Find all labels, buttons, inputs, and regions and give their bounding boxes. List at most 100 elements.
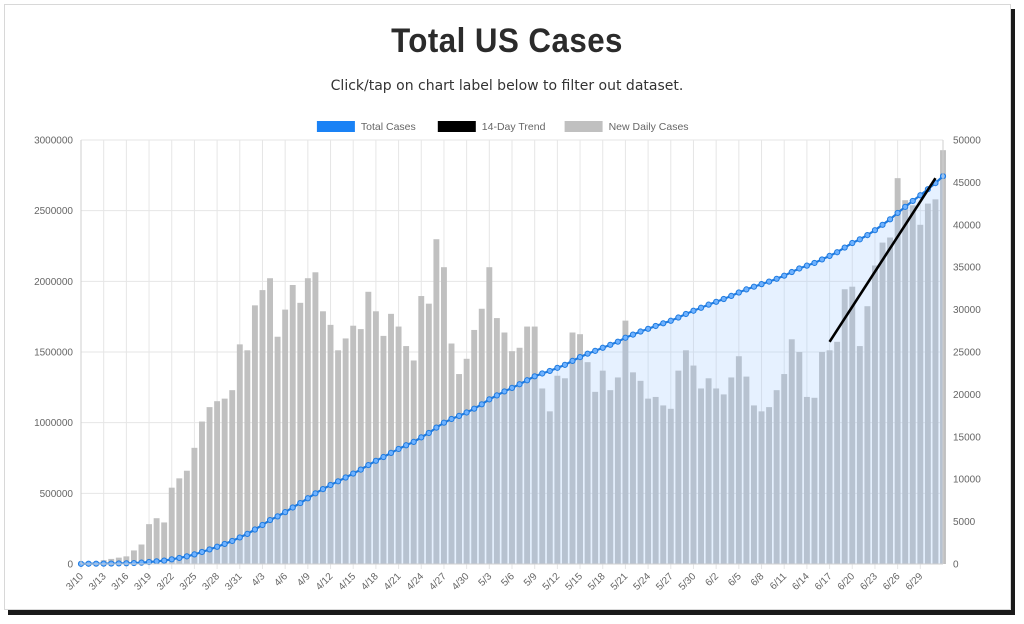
total-cases-point <box>161 557 168 564</box>
daily-cases-bar <box>161 522 168 564</box>
legend-item-daily[interactable]: New Daily Cases <box>564 121 689 133</box>
legend-item-trend[interactable]: 14-Day Trend <box>437 121 546 133</box>
legend-item-total[interactable]: Total Cases <box>316 121 416 133</box>
daily-cases-bar <box>440 267 447 564</box>
x-tick-label: 6/8 <box>749 571 767 589</box>
daily-cases-bar <box>841 289 848 564</box>
total-cases-point <box>115 560 122 567</box>
daily-cases-bar <box>796 352 803 564</box>
total-cases-point <box>834 249 841 256</box>
total-cases-point <box>614 338 621 345</box>
total-cases-point <box>289 504 296 511</box>
daily-cases-bar <box>501 332 508 564</box>
daily-cases-bar <box>932 199 939 565</box>
daily-cases-bar <box>312 272 319 564</box>
x-tick-label: 6/17 <box>813 571 835 593</box>
daily-cases-bar <box>675 370 682 564</box>
total-cases-point <box>191 551 198 558</box>
total-cases-point <box>713 298 720 305</box>
daily-cases-bar <box>221 398 228 564</box>
x-tick-label: 5/24 <box>632 571 654 593</box>
daily-cases-bar <box>456 374 463 564</box>
x-tick-label: 5/15 <box>563 571 585 593</box>
total-cases-point <box>425 429 432 437</box>
total-cases-point <box>705 301 712 308</box>
daily-cases-bar <box>342 338 349 564</box>
total-cases-point <box>319 485 327 493</box>
total-cases-point <box>123 560 130 567</box>
total-cases-point <box>592 347 599 354</box>
daily-cases-bar <box>146 524 153 564</box>
total-cases-point <box>675 314 682 321</box>
daily-cases-bar <box>297 302 304 564</box>
daily-cases-bar <box>524 326 531 564</box>
daily-cases-bar <box>168 487 175 564</box>
x-tick-label: 5/27 <box>654 571 676 593</box>
x-tick-label: 6/26 <box>881 571 903 593</box>
x-tick-label: 3/22 <box>155 571 177 593</box>
daily-cases-bar <box>365 291 372 564</box>
total-cases-point <box>788 268 795 276</box>
total-cases-point <box>130 559 138 567</box>
daily-cases-bar <box>652 396 659 564</box>
y-left-tick-label: 3000000 <box>34 136 73 147</box>
daily-cases-bars <box>93 150 946 565</box>
total-cases-point <box>894 209 901 217</box>
daily-cases-bar <box>274 336 281 564</box>
daily-cases-bar <box>478 308 485 564</box>
total-cases-point <box>440 419 448 426</box>
page-title: Total US Cases <box>391 22 623 60</box>
total-cases-point <box>183 553 190 560</box>
x-tick-label: 4/18 <box>359 571 381 593</box>
daily-cases-bar <box>244 350 251 564</box>
daily-cases-bar <box>546 411 553 564</box>
total-cases-point <box>516 381 523 388</box>
daily-cases-bar <box>871 265 878 564</box>
total-cases-point <box>599 344 606 351</box>
x-tick-label: 6/20 <box>836 571 858 593</box>
total-cases-point <box>312 490 319 497</box>
daily-cases-bar <box>493 318 500 564</box>
x-tick-label: 6/29 <box>904 571 926 593</box>
y-right-tick-label: 15000 <box>953 432 981 443</box>
total-cases-point <box>886 216 894 223</box>
y-left-tick-label: 1000000 <box>34 418 73 429</box>
daily-cases-bar <box>539 388 546 564</box>
total-cases-point <box>758 281 765 288</box>
daily-cases-bar <box>433 239 440 564</box>
y-right-tick-label: 45000 <box>953 178 981 189</box>
total-cases-point <box>561 361 569 368</box>
total-cases-point <box>342 474 349 481</box>
daily-cases-bar <box>410 360 417 564</box>
legend-label-daily: New Daily Cases <box>609 121 689 133</box>
total-cases-point <box>811 259 818 267</box>
trend-line <box>828 177 937 343</box>
total-cases-point <box>781 272 788 279</box>
total-cases-point <box>902 203 909 210</box>
x-tick-label: 6/2 <box>703 571 721 589</box>
total-cases-point <box>682 310 690 318</box>
total-cases-point <box>433 424 440 431</box>
daily-cases-bar <box>781 374 788 564</box>
daily-cases-bar <box>584 362 591 564</box>
total-cases-point <box>410 438 417 445</box>
daily-cases-bar <box>176 478 183 564</box>
total-cases-point <box>849 239 856 247</box>
x-tick-label: 6/14 <box>790 571 812 593</box>
x-tick-label: 4/15 <box>337 571 359 593</box>
total-cases-point <box>395 445 402 453</box>
total-cases-point <box>403 442 410 449</box>
total-cases-point <box>554 364 561 371</box>
daily-cases-bar <box>622 320 629 564</box>
daily-cases-bar <box>630 372 636 564</box>
daily-cases-bar <box>751 405 757 564</box>
daily-cases-bar <box>758 411 765 564</box>
total-cases-point <box>796 265 803 272</box>
total-cases-point <box>478 401 485 408</box>
total-cases-point <box>266 516 274 524</box>
x-tick-label: 3/31 <box>223 571 245 593</box>
total-cases-point <box>251 526 259 533</box>
daily-cases-bar <box>917 224 924 565</box>
x-tick-label: 4/9 <box>295 571 313 589</box>
total-cases-point <box>743 286 750 293</box>
